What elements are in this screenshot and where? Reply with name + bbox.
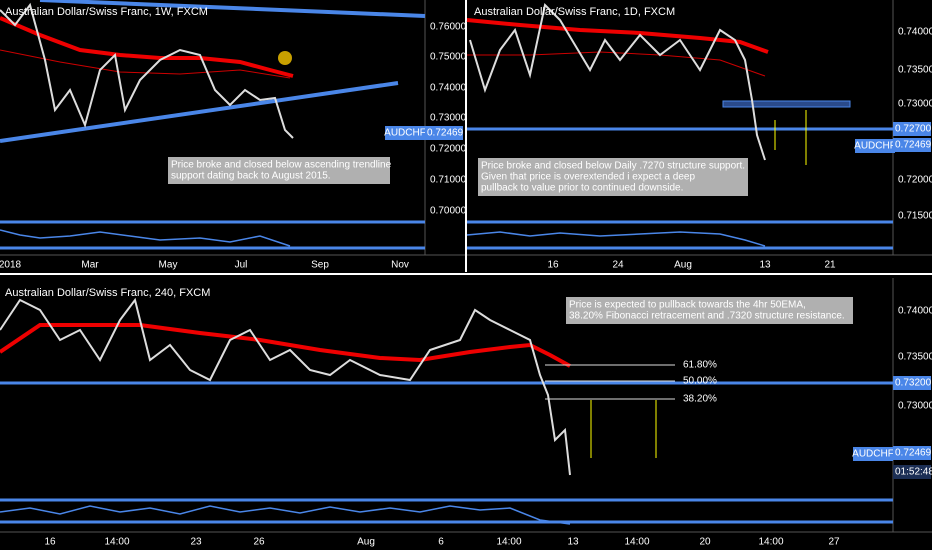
label-box bbox=[853, 447, 893, 461]
price-label: 0.73500 bbox=[898, 65, 932, 76]
note-line: support dating back to August 2015. bbox=[171, 171, 331, 182]
label-box bbox=[893, 138, 931, 152]
price-label: 0.74000 bbox=[898, 306, 932, 317]
chart-title: Australian Dollar/Swiss Franc, 1D, FXCM bbox=[474, 6, 675, 18]
time-label: 20 bbox=[699, 537, 711, 548]
label: AUDCHF bbox=[854, 141, 896, 152]
price-label: 0.73000 bbox=[898, 99, 932, 110]
label-box bbox=[425, 126, 463, 140]
time-label: Nov bbox=[391, 260, 409, 271]
note-box bbox=[478, 158, 748, 196]
ema bbox=[0, 323, 571, 368]
price-label: 0.74000 bbox=[430, 83, 467, 94]
fib-label: 50.00% bbox=[683, 376, 717, 387]
time-label: 26 bbox=[253, 537, 265, 548]
time-label: Aug bbox=[357, 537, 375, 548]
time-label: 14:00 bbox=[758, 537, 783, 548]
price-label: 0.70000 bbox=[430, 206, 467, 217]
ema bbox=[0, 16, 294, 78]
price-label: 0.72000 bbox=[430, 144, 467, 155]
time-label: May bbox=[159, 260, 178, 271]
fib-label: 61.80% bbox=[683, 360, 717, 371]
label: 0.72469 bbox=[895, 448, 932, 459]
time-label: Mar bbox=[81, 260, 99, 271]
fib-label: 38.20% bbox=[683, 394, 717, 405]
price-label: 0.71500 bbox=[898, 211, 932, 222]
price-action bbox=[469, 2, 766, 161]
trendline bbox=[39, 0, 426, 18]
label: 01:52:48 bbox=[895, 467, 932, 478]
time-label: 13 bbox=[759, 260, 771, 271]
note-line: Given that price is overextended i expec… bbox=[481, 172, 695, 183]
label-box bbox=[893, 376, 931, 390]
time-label: Sep bbox=[311, 260, 329, 271]
time-label: 24 bbox=[612, 260, 624, 271]
oscillator bbox=[0, 505, 571, 525]
label: 0.73200 bbox=[895, 378, 932, 389]
label-box bbox=[893, 122, 931, 136]
trendline bbox=[0, 81, 399, 143]
price-label: 0.76000 bbox=[430, 22, 467, 33]
note-box bbox=[168, 157, 390, 184]
time-label: 16 bbox=[44, 537, 56, 548]
time-label: 14:00 bbox=[496, 537, 521, 548]
chart-title: Australian Dollar/Swiss Franc, 240, FXCM bbox=[5, 287, 210, 299]
label-box bbox=[893, 446, 931, 460]
ema bbox=[466, 18, 769, 54]
oscillator bbox=[466, 231, 766, 247]
price-label: 0.72000 bbox=[898, 175, 932, 186]
label: 0.72700 bbox=[895, 124, 932, 135]
note-line: Price is expected to pullback towards th… bbox=[569, 300, 806, 311]
price-action bbox=[0, 2, 294, 139]
price-label: 0.73000 bbox=[898, 401, 932, 412]
time-label: 27 bbox=[828, 537, 840, 548]
label: AUDCHF bbox=[852, 449, 894, 460]
price-label: 0.74000 bbox=[898, 27, 932, 38]
label: 0.72469 bbox=[895, 140, 932, 151]
price-label: 0.73000 bbox=[430, 113, 467, 124]
time-label: 14:00 bbox=[104, 537, 129, 548]
note-box bbox=[566, 297, 853, 324]
label: AUDCHF bbox=[384, 128, 426, 139]
time-label: 14:00 bbox=[624, 537, 649, 548]
price-label: 0.73500 bbox=[898, 352, 932, 363]
ema bbox=[0, 49, 291, 79]
note-line: Price broke and closed below ascending t… bbox=[171, 160, 392, 171]
time-label: Jul bbox=[235, 260, 248, 271]
note-line: 38.20% Fibonacci retracement and .7320 s… bbox=[569, 311, 845, 322]
time-label: 2018 bbox=[0, 260, 22, 271]
price-action bbox=[0, 297, 571, 476]
ema bbox=[467, 51, 766, 77]
oscillator bbox=[0, 229, 291, 247]
note-line: pullback to value prior to continued dow… bbox=[481, 183, 683, 194]
time-label: 16 bbox=[547, 260, 559, 271]
time-label: 6 bbox=[438, 537, 444, 548]
time-label: 21 bbox=[824, 260, 836, 271]
label-box bbox=[385, 126, 425, 140]
time-label: 23 bbox=[190, 537, 202, 548]
label: 0.72469 bbox=[427, 128, 464, 139]
time-label: 13 bbox=[567, 537, 579, 548]
time-label: Aug bbox=[674, 260, 692, 271]
note-line: Price broke and closed below Daily .7270… bbox=[481, 161, 745, 172]
price-label: 0.71000 bbox=[430, 175, 467, 186]
icon bbox=[278, 51, 292, 65]
price-label: 0.75000 bbox=[430, 52, 467, 63]
label-box bbox=[855, 139, 895, 153]
label-box bbox=[893, 465, 931, 479]
chart-title: Australian Dollar/Swiss Franc, 1W, FXCM bbox=[5, 6, 208, 18]
zone bbox=[722, 100, 851, 108]
